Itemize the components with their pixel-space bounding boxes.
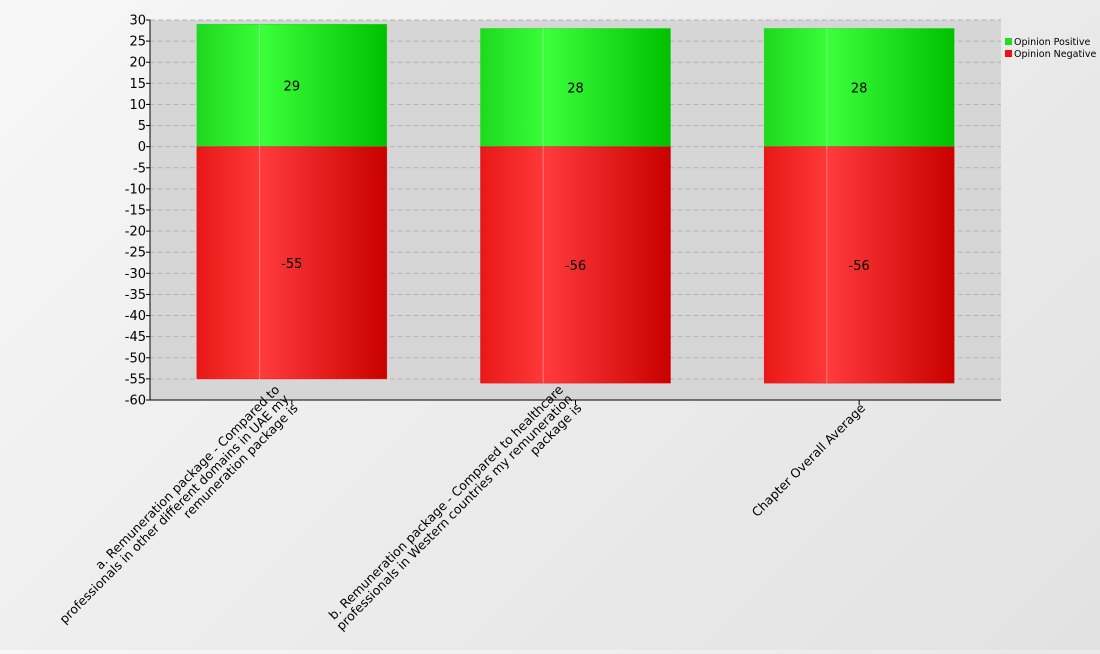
y-tick-label: -5 xyxy=(133,161,146,176)
y-tick-label: -55 xyxy=(125,372,146,387)
x-tick-label: Chapter Overall Average xyxy=(749,400,869,520)
bar-positive xyxy=(196,23,388,147)
data-label: 28 xyxy=(567,82,584,97)
bar-positive xyxy=(763,28,955,147)
x-tick-label-line: a. Remuneration package - Compared to xyxy=(92,382,282,572)
bar-positive xyxy=(480,28,671,147)
x-tick-label-line: Chapter Overall Average xyxy=(749,400,869,520)
y-tick-label: -50 xyxy=(125,351,146,366)
bar-negative xyxy=(763,146,955,384)
legend-label: Opinion Positive xyxy=(1014,37,1090,48)
x-tick-label-line: professionals in Western countries my re… xyxy=(333,391,575,633)
data-label: -56 xyxy=(565,259,586,274)
legend-swatch xyxy=(1005,38,1012,45)
data-label: 28 xyxy=(851,82,868,97)
y-tick-label: -10 xyxy=(125,182,146,197)
y-tick-label: 30 xyxy=(129,14,146,29)
y-tick-label: 25 xyxy=(129,35,146,50)
y-tick-label: 10 xyxy=(129,98,146,113)
y-tick-label: -60 xyxy=(125,394,146,409)
y-tick-label: -40 xyxy=(125,309,146,324)
data-label: -56 xyxy=(849,259,870,274)
x-tick-label: a. Remuneration package - Compared topro… xyxy=(56,382,300,627)
data-label: -55 xyxy=(281,257,302,272)
y-tick-label: 0 xyxy=(138,140,146,155)
y-tick-label: -20 xyxy=(125,225,146,240)
y-tick-label: -45 xyxy=(125,330,146,345)
y-tick-label: 15 xyxy=(129,77,146,92)
bar-negative xyxy=(196,146,388,380)
legend-swatch xyxy=(1005,50,1012,57)
y-tick-label: -25 xyxy=(125,246,146,261)
legend-label: Opinion Negative xyxy=(1014,49,1096,60)
y-tick-label: 20 xyxy=(129,56,146,71)
y-tick-label: -15 xyxy=(125,204,146,219)
y-tick-label: -30 xyxy=(125,267,146,282)
y-tick-label: 5 xyxy=(138,119,146,134)
y-tick-label: -35 xyxy=(125,288,146,303)
bar-negative xyxy=(480,146,671,384)
x-tick-label-line: b. Remuneration package - Compared to he… xyxy=(326,382,567,623)
data-label: 29 xyxy=(284,79,301,94)
x-tick-label-line: professionals in other different domains… xyxy=(56,391,292,627)
x-tick-label: b. Remuneration package - Compared to he… xyxy=(326,382,585,634)
